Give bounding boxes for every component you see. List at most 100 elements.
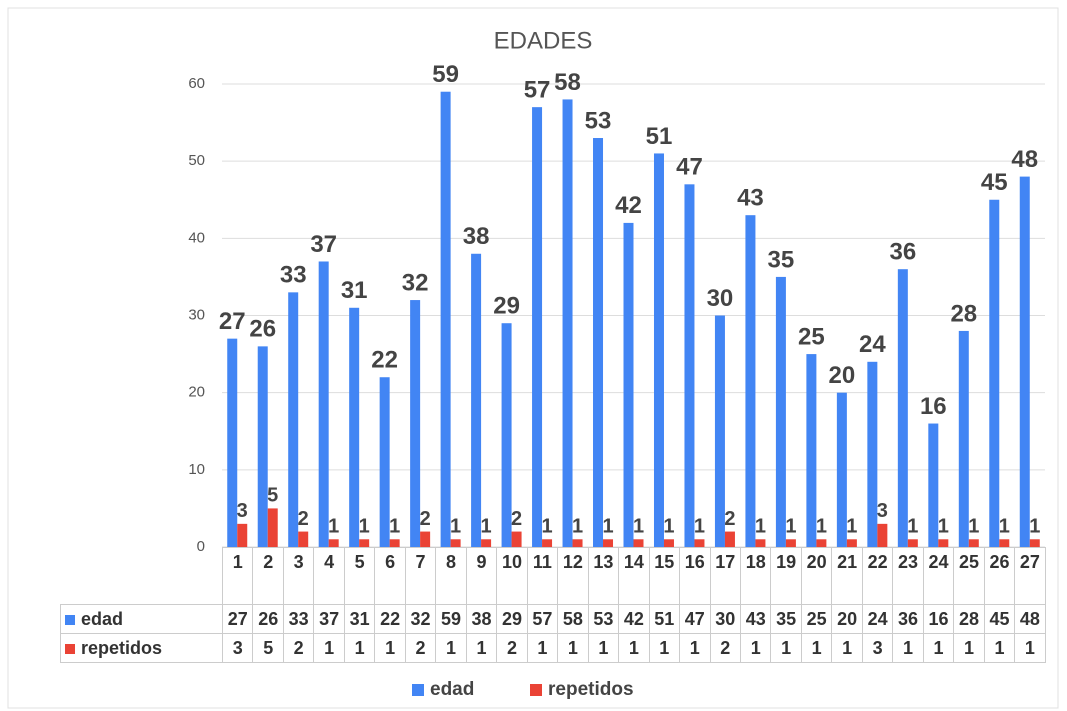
table-value: 2 [709,633,741,663]
bar [288,292,299,547]
x-tick-label: 23 [892,547,924,605]
table-value: 1 [435,633,467,663]
x-tick-label: 24 [922,547,955,605]
bar [572,539,583,547]
data-label: 1 [694,516,705,538]
table-corner [61,548,223,605]
data-label: 1 [938,516,949,538]
data-label: 29 [493,293,520,320]
legend-label: repetidos [548,679,634,700]
bar [928,423,939,547]
y-tick-label: 30 [188,306,205,323]
bar [846,539,857,547]
bar [318,261,329,547]
data-label: 1 [481,516,492,538]
x-tick-label: 14 [618,547,650,605]
table-value: 1 [983,633,1016,663]
data-label: 1 [572,516,583,538]
x-tick-label: 9 [465,547,498,605]
x-tick-label: 25 [953,547,985,605]
table-value: 47 [679,604,711,634]
data-label: 1 [755,516,766,538]
bar [623,222,634,547]
table-value: 1 [618,633,650,663]
table-value: 1 [831,633,863,663]
x-tick-label: 16 [679,547,711,605]
data-label: 1 [359,516,370,538]
data-label: 1 [907,516,918,538]
bar [714,315,725,547]
bar [755,539,766,547]
bar [785,539,796,547]
table-row: edad 27 26 33 37 31 22 32 59 38 29 57 58 53 42 51 47 30 43… [60,604,1046,634]
bar [298,531,309,547]
table-value: 43 [739,604,772,634]
data-label: 16 [920,393,947,420]
table-value: 1 [313,633,345,663]
series-name: edad [81,609,124,629]
y-tick-label: 0 [197,538,205,555]
table-value: 1 [557,633,589,663]
table-value: 3 [221,633,254,663]
x-tick-label: 21 [831,547,863,605]
bar [450,539,461,547]
data-label: 20 [829,362,856,389]
bar [989,199,1000,547]
table-value: 22 [374,604,406,634]
bar [1029,539,1040,547]
table-value: 1 [465,633,498,663]
x-tick-label: 17 [709,547,741,605]
data-label: 1 [968,516,979,538]
x-tick-label: 8 [435,547,467,605]
y-tick-label: 60 [188,75,205,92]
table-value: 31 [343,604,376,634]
table-value: 38 [465,604,498,634]
table-value: 45 [983,604,1016,634]
data-table: 1 2 3 4 5 6 7 8 9 10 11 12 13 14 15 16 17 18 19 20 21 22 23 24 2… [60,547,1046,663]
data-label: 47 [676,154,703,181]
data-label: 1 [785,516,796,538]
y-tick-label: 40 [188,229,205,246]
bar [938,539,949,547]
data-label: 2 [298,508,309,530]
bar [663,539,674,547]
table-value: 2 [496,633,528,663]
data-label: 1 [1029,516,1040,538]
table-value: 20 [831,604,863,634]
x-tick-label: 27 [1014,547,1046,605]
x-tick-label: 19 [770,547,802,605]
bar [349,307,360,547]
data-label: 1 [846,516,857,538]
table-value: 37 [313,604,345,634]
table-value: 1 [374,633,406,663]
table-value: 36 [892,604,924,634]
bar [603,539,614,547]
table-value: 1 [679,633,711,663]
data-label: 59 [432,61,459,88]
data-label: 1 [389,516,400,538]
data-label: 1 [328,516,339,538]
table-header-row: 1 2 3 4 5 6 7 8 9 10 11 12 13 14 15 16 17 18 19 20 21 22 23 24 2… [61,547,1046,605]
data-label: 2 [724,508,735,530]
bar [237,523,248,547]
x-tick-label: 2 [252,547,284,605]
bar [389,539,400,547]
data-label: 58 [554,69,581,96]
table-value: 1 [922,633,955,663]
legend-key [65,644,75,654]
data-label: 22 [371,347,398,374]
bar [593,138,604,547]
data-label: 2 [420,508,431,530]
table-value: 2 [404,633,437,663]
data-label: 1 [602,516,613,538]
x-tick-label: 1 [221,547,254,605]
x-tick-label: 6 [374,547,406,605]
x-tick-label: 15 [648,547,681,605]
data-label: 36 [889,239,916,266]
bar [420,531,431,547]
bar [897,269,908,547]
table-value: 35 [770,604,802,634]
data-label: 1 [541,516,552,538]
bar [968,539,979,547]
table-value: 33 [282,604,315,634]
